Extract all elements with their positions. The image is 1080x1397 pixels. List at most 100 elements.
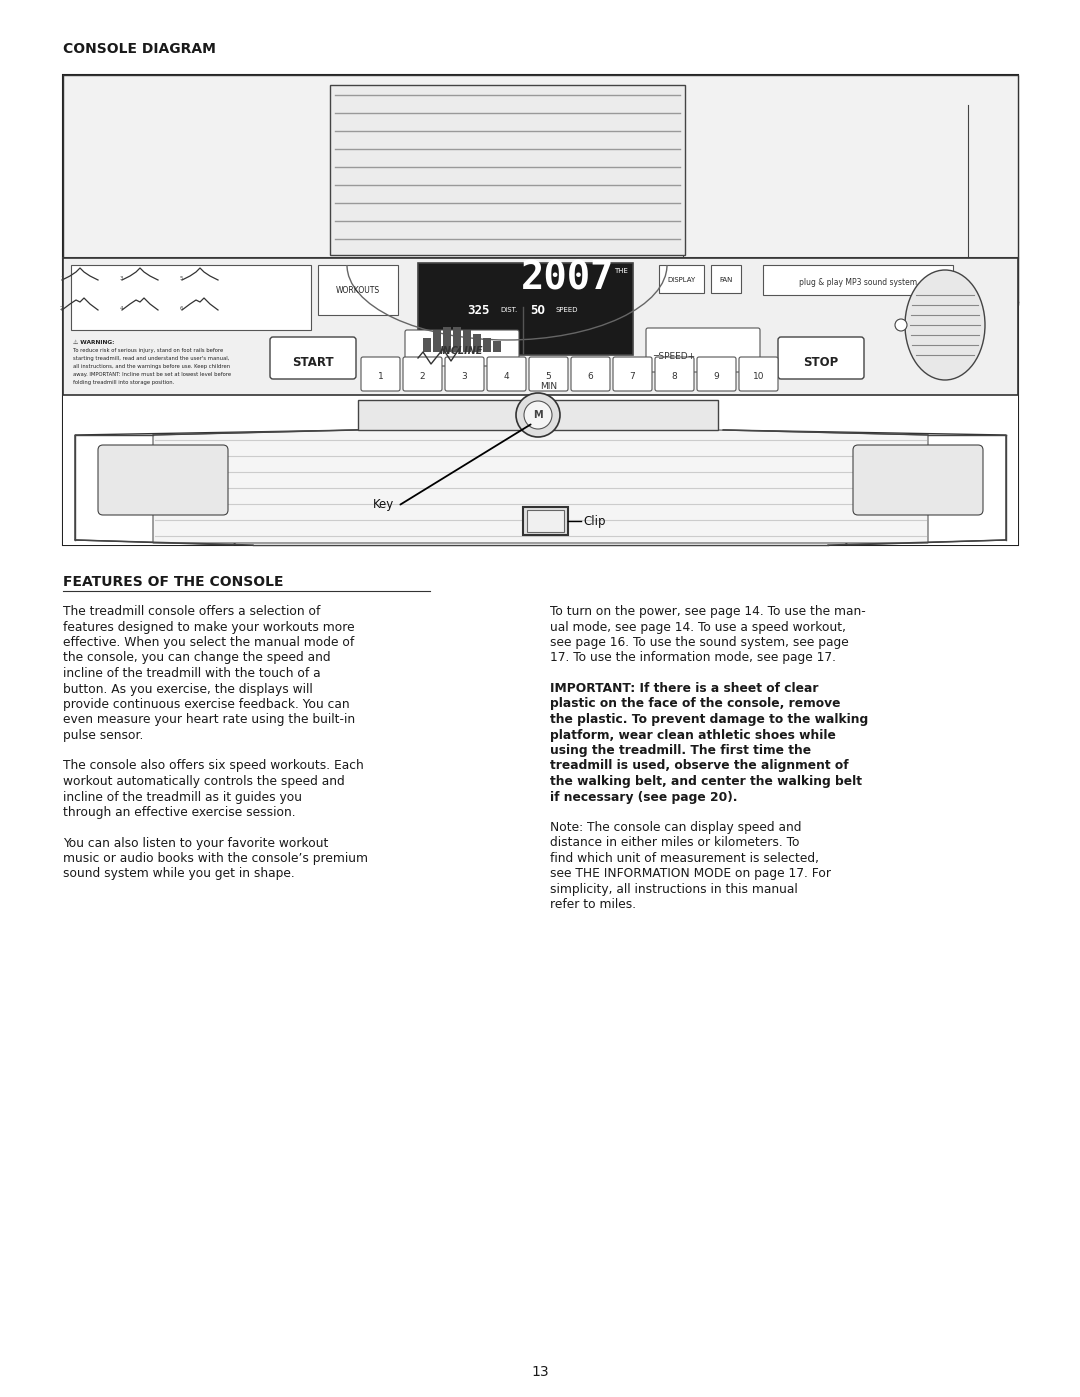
Circle shape [895,319,907,331]
Circle shape [524,401,552,429]
FancyBboxPatch shape [778,337,864,379]
Text: 17. To use the information mode, see page 17.: 17. To use the information mode, see pag… [550,651,836,665]
Ellipse shape [905,270,985,380]
Bar [762,265,953,295]
Text: pulse sensor.: pulse sensor. [63,729,144,742]
Text: 8: 8 [672,372,677,381]
Text: 2007: 2007 [522,258,615,298]
FancyBboxPatch shape [697,358,735,391]
Text: music or audio books with the console’s premium: music or audio books with the console’s … [63,852,368,865]
Bar [330,85,685,256]
Text: 4: 4 [120,306,123,310]
Text: treadmill is used, observe the alignment of: treadmill is used, observe the alignment… [550,760,849,773]
Bar [463,331,471,352]
FancyBboxPatch shape [98,446,228,515]
Text: To turn on the power, see page 14. To use the man-: To turn on the power, see page 14. To us… [550,605,866,617]
Text: START: START [293,356,334,369]
Text: IMPORTANT: If there is a sheet of clear: IMPORTANT: If there is a sheet of clear [550,682,819,694]
Text: the walking belt, and center the walking belt: the walking belt, and center the walking… [550,775,862,788]
Text: sound system while you get in shape.: sound system while you get in shape. [63,868,295,880]
Text: FEATURES OF THE CONSOLE: FEATURES OF THE CONSOLE [63,576,283,590]
Text: 7: 7 [630,372,635,381]
Text: 2: 2 [420,372,426,381]
Text: 3: 3 [461,372,468,381]
Bar [63,75,1018,305]
Polygon shape [75,430,357,545]
Text: button. As you exercise, the displays will: button. As you exercise, the displays wi… [63,683,313,696]
Text: 1: 1 [378,372,383,381]
Text: Key: Key [373,497,394,511]
Bar [63,75,1018,545]
Text: M: M [534,409,543,420]
Text: 6: 6 [180,306,184,310]
Text: You can also listen to your favorite workout: You can also listen to your favorite wor… [63,837,328,849]
Text: even measure your heart rate using the built-in: even measure your heart rate using the b… [63,714,355,726]
Text: ⚠ WARNING:: ⚠ WARNING: [73,339,114,345]
Text: To reduce risk of serious injury, stand on foot rails before: To reduce risk of serious injury, stand … [73,348,224,353]
Bar [453,327,461,352]
Text: effective. When you select the manual mode of: effective. When you select the manual mo… [63,636,354,650]
FancyBboxPatch shape [654,358,694,391]
FancyBboxPatch shape [487,358,526,391]
Text: Note: The console can display speed and: Note: The console can display speed and [550,821,801,834]
Bar [473,334,481,352]
Text: platform, wear clean athletic shoes while: platform, wear clean athletic shoes whil… [550,728,836,742]
Text: Clip: Clip [583,514,606,528]
Bar [63,258,1018,395]
Text: starting treadmill, read and understand the user's manual,: starting treadmill, read and understand … [73,356,229,360]
Text: 5O: 5O [530,303,545,317]
Text: incline of the treadmill with the touch of a: incline of the treadmill with the touch … [63,666,321,680]
Text: 10: 10 [753,372,765,381]
FancyBboxPatch shape [270,337,356,379]
Text: SPEED: SPEED [556,307,579,313]
Bar [433,331,441,352]
Text: find which unit of measurement is selected,: find which unit of measurement is select… [550,852,819,865]
Text: INCLINE: INCLINE [441,346,484,356]
Text: CONSOLE DIAGRAM: CONSOLE DIAGRAM [63,42,216,56]
FancyBboxPatch shape [853,446,983,515]
Text: features designed to make your workouts more: features designed to make your workouts … [63,620,354,633]
Text: see THE INFORMATION MODE on page 17. For: see THE INFORMATION MODE on page 17. For [550,868,831,880]
Text: FAN: FAN [719,277,732,284]
Text: if necessary (see page 20).: if necessary (see page 20). [550,791,738,803]
FancyBboxPatch shape [613,358,652,391]
FancyBboxPatch shape [403,358,442,391]
Text: see page 16. To use the sound system, see page: see page 16. To use the sound system, se… [550,636,849,650]
Bar [523,507,568,535]
Polygon shape [153,430,928,543]
FancyBboxPatch shape [529,358,568,391]
Text: using the treadmill. The first time the: using the treadmill. The first time the [550,745,811,757]
Text: 5: 5 [180,275,184,281]
Text: 13: 13 [531,1365,549,1379]
Text: STOP: STOP [804,356,839,369]
Text: workout automatically controls the speed and: workout automatically controls the speed… [63,775,345,788]
Text: 6: 6 [588,372,593,381]
FancyBboxPatch shape [571,358,610,391]
Text: 5
MIN: 5 MIN [540,372,557,391]
Bar [318,265,399,314]
Text: away. IMPORTANT: Incline must be set at lowest level before: away. IMPORTANT: Incline must be set at … [73,372,231,377]
Bar [483,338,491,352]
Text: refer to miles.: refer to miles. [550,898,636,911]
Bar [423,338,431,352]
Text: THE: THE [615,268,627,274]
Bar [71,265,311,330]
Text: provide continuous exercise feedback. You can: provide continuous exercise feedback. Yo… [63,698,350,711]
Text: all instructions, and the warnings before use. Keep children: all instructions, and the warnings befor… [73,365,230,369]
Bar [711,265,741,293]
Text: The treadmill console offers a selection of: The treadmill console offers a selection… [63,605,321,617]
FancyBboxPatch shape [739,358,778,391]
Text: 4: 4 [503,372,510,381]
Text: ─SPEED+: ─SPEED+ [653,352,696,360]
Bar [418,263,633,355]
Polygon shape [723,430,1005,545]
Text: 2: 2 [60,306,64,310]
Circle shape [516,393,561,437]
Text: plug & play MP3 sound system: plug & play MP3 sound system [799,278,917,286]
Text: the console, you can change the speed and: the console, you can change the speed an… [63,651,330,665]
Text: folding treadmill into storage position.: folding treadmill into storage position. [73,380,174,386]
Text: 1: 1 [60,275,64,281]
Bar [492,341,501,352]
Text: distance in either miles or kilometers. To: distance in either miles or kilometers. … [550,837,799,849]
FancyBboxPatch shape [646,328,760,372]
